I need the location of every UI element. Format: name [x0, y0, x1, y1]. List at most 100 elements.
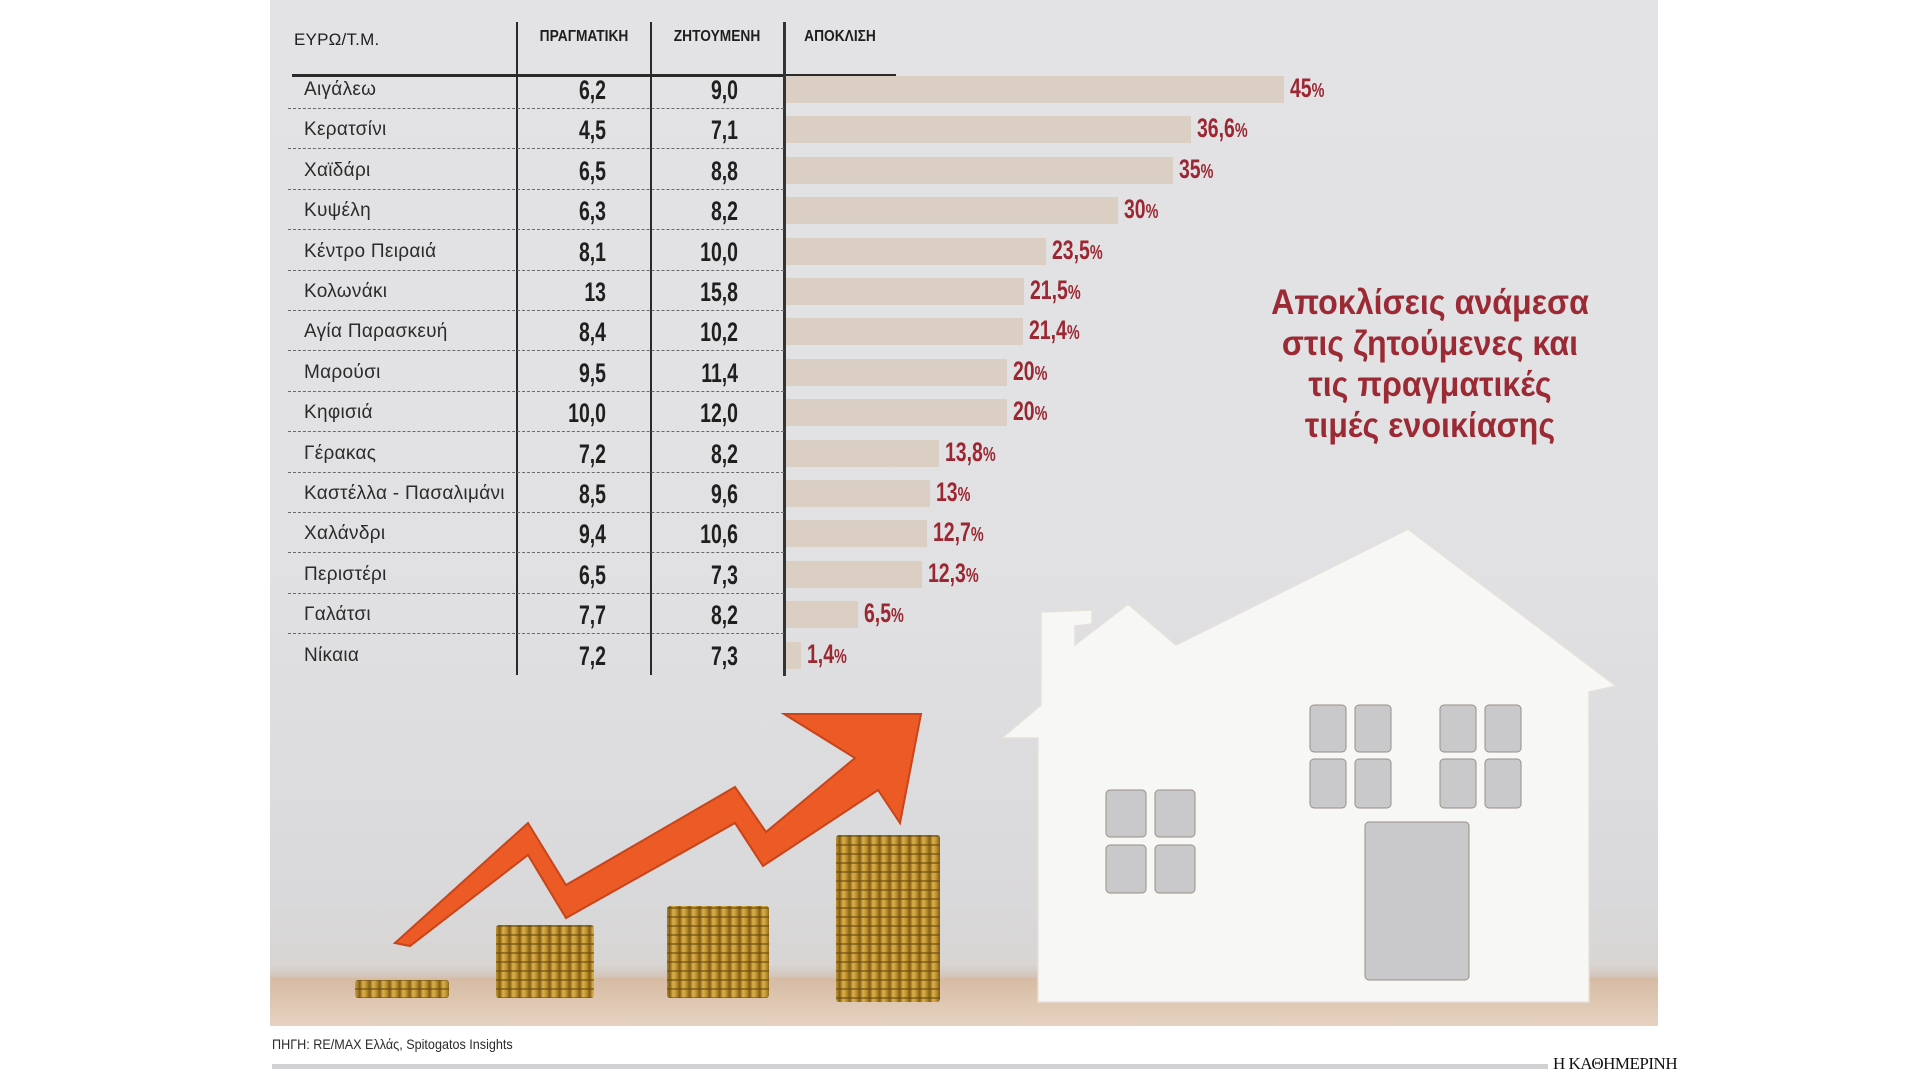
source-note: ΠΗΓΗ: RE/MAX Ελλάς, Spitogatos Insights	[272, 1036, 513, 1052]
gap-bar	[786, 76, 1285, 103]
area-name: Κερατσίνι	[304, 119, 387, 141]
gap-bar	[786, 399, 1008, 427]
table-row: Αιγάλεω 6,2 9,0 45%	[270, 72, 1658, 112]
gap-label: 12,3%	[928, 558, 979, 589]
title-line: τις πραγματικές	[1308, 365, 1552, 404]
area-name: Νίκαια	[304, 644, 360, 666]
column-header-actual: ΠΡΑΓΜΑΤΙΚΗ	[539, 28, 629, 45]
row-divider	[288, 471, 784, 473]
row-divider	[288, 229, 784, 231]
asking-price: 9,6	[710, 479, 738, 509]
gap-bar	[786, 480, 930, 507]
row-divider	[288, 310, 784, 311]
table-row: Κηφισιά 10,0 12,0 20%	[270, 395, 1658, 435]
row-divider	[288, 512, 784, 513]
title-line: στις ζητούμενες και	[1281, 324, 1579, 363]
chart-title: Αποκλίσεις ανάμεσα στις ζητούμενες και τ…	[1210, 282, 1650, 446]
column-header-asking: ΖΗΤΟΥΜΕΝΗ	[673, 28, 761, 45]
area-name: Κυψέλη	[304, 200, 371, 222]
area-name: Κηφισιά	[304, 402, 373, 424]
asking-price: 9,0	[710, 75, 738, 105]
gap-label: 12,7%	[933, 517, 984, 548]
table-row: Κυψέλη 6,3 8,2 30%	[270, 193, 1658, 233]
asking-price: 15,8	[700, 277, 738, 307]
table-row: Καστέλλα - Πασαλιμάνι 8,5 9,6 13%	[270, 476, 1658, 516]
area-name: Γέρακας	[304, 442, 377, 464]
actual-price: 10,0	[568, 398, 606, 429]
percent-sign: %	[1035, 403, 1048, 426]
area-name: Αιγάλεω	[304, 79, 377, 100]
area-name: Μαρούσι	[304, 361, 381, 383]
table-row: Κολωνάκι 13 15,8 21,5%	[270, 274, 1658, 314]
gap-label: 20%	[1013, 356, 1047, 387]
row-divider	[288, 269, 784, 271]
area-name: Χαλάνδρι	[304, 523, 386, 545]
table-row: Κέντρο Πειραιά 8,1 10,0 23,5%	[270, 234, 1658, 274]
gap-bar	[786, 641, 802, 669]
gap-label: 13%	[936, 477, 970, 508]
asking-price: 10,2	[700, 317, 738, 348]
gap-bar	[786, 601, 858, 629]
table-row: Γαλάτσι 7,7 8,2 6,5%	[270, 597, 1658, 637]
house-icon	[999, 528, 1618, 1003]
row-divider	[288, 592, 784, 594]
percent-sign: %	[834, 645, 848, 668]
area-name: Καστέλλα - Πασαλιμάνι	[304, 483, 505, 504]
gap-value: 1,4	[807, 638, 835, 669]
area-name: Κέντρο Πειραιά	[304, 240, 437, 262]
gap-value: 30	[1124, 194, 1146, 225]
area-name: Κολωνάκι	[304, 281, 388, 302]
gap-value: 21,4	[1028, 315, 1067, 346]
percent-sign: %	[982, 443, 996, 466]
actual-price: 8,1	[578, 236, 606, 267]
coin-stack-3	[667, 906, 769, 998]
actual-price: 7,7	[578, 600, 606, 631]
gap-value: 21,5	[1030, 275, 1068, 305]
gap-value: 35	[1179, 153, 1202, 184]
row-divider	[288, 633, 784, 635]
header-rule	[292, 74, 896, 77]
gap-value: 20	[1013, 396, 1036, 427]
row-divider	[288, 108, 784, 109]
gap-label: 21,4%	[1029, 315, 1080, 346]
row-divider	[288, 350, 784, 352]
row-divider	[288, 188, 784, 190]
coin-stack-1	[355, 980, 449, 998]
row-divider	[288, 552, 784, 554]
footer-rule	[272, 1064, 1548, 1069]
asking-price: 10,0	[700, 236, 738, 267]
coin-stack-2	[496, 925, 594, 998]
column-divider	[650, 22, 652, 675]
rising-arrow-icon	[392, 713, 923, 948]
percent-sign: %	[1145, 201, 1159, 224]
gap-bar	[786, 560, 923, 588]
percent-sign: %	[1089, 241, 1103, 264]
column-divider	[516, 22, 518, 675]
percent-sign: %	[890, 605, 904, 628]
background-photo	[270, 528, 1658, 1026]
actual-price: 7,2	[578, 640, 606, 671]
gap-value: 13	[935, 477, 958, 507]
actual-price: 9,5	[578, 357, 606, 388]
percent-sign: %	[1235, 120, 1248, 143]
table-row: Περιστέρι 6,5 7,3 12,3%	[270, 557, 1658, 597]
table-row: Νίκαια 7,2 7,3 1,4%	[270, 638, 1658, 678]
gap-value: 45	[1290, 73, 1312, 103]
table-row: Κερατσίνι 4,5 7,1 36,6%	[270, 112, 1658, 152]
gap-label: 6,5%	[864, 598, 904, 629]
percent-sign: %	[1201, 160, 1214, 183]
table-row: Γέρακας 7,2 8,2 13,8%	[270, 436, 1658, 476]
actual-price: 6,5	[578, 559, 606, 590]
column-header-gap: ΑΠΟΚΛΙΣΗ	[804, 28, 876, 45]
gap-value: 12,7	[932, 517, 971, 548]
percent-sign: %	[1035, 362, 1048, 385]
asking-price: 7,3	[710, 640, 738, 671]
area-name: Αγία Παρασκευή	[304, 321, 448, 343]
gap-value: 20	[1013, 355, 1036, 386]
asking-price: 12,0	[700, 398, 738, 429]
gap-label: 45%	[1290, 73, 1324, 104]
actual-price: 6,2	[578, 75, 606, 105]
table-row: Χαϊδάρι 6,5 8,8 35%	[270, 153, 1658, 193]
gap-bar	[786, 278, 1024, 305]
asking-price: 8,2	[710, 600, 738, 631]
